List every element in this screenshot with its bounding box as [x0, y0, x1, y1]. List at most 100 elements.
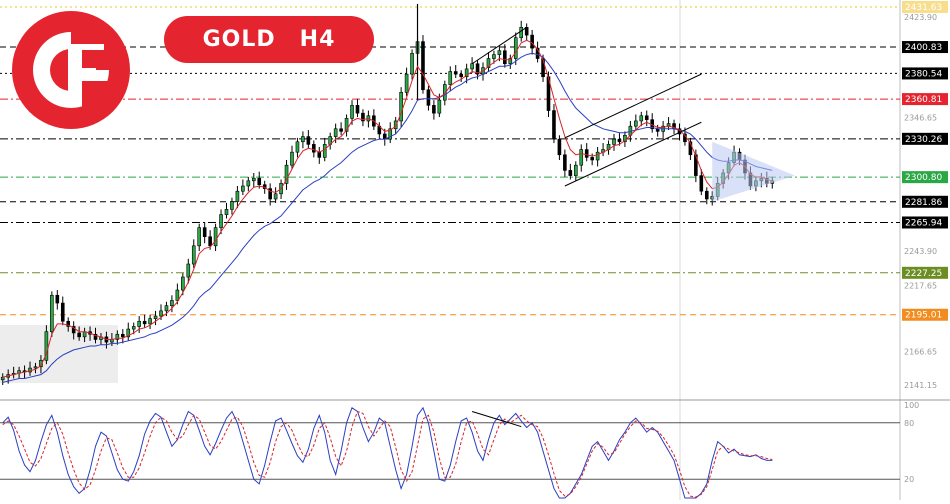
candle-body	[344, 118, 349, 132]
price-axis-tick-label: 2423.90	[904, 13, 937, 22]
candle-body	[115, 333, 120, 340]
candle-body	[617, 138, 622, 143]
price-axis-tick-label: 2141.15	[904, 381, 937, 390]
divergence-line	[471, 411, 522, 428]
candle-body	[475, 63, 480, 75]
candle-body	[306, 136, 311, 145]
candle-body	[464, 68, 469, 78]
candle-body	[170, 300, 174, 306]
candle-body	[230, 201, 234, 210]
candle-body	[486, 58, 491, 68]
candle-body	[688, 141, 693, 156]
candle-body	[60, 302, 65, 322]
slow-moving-average	[2, 52, 773, 383]
candle-body	[350, 105, 354, 119]
stochastic-k-line	[2, 406, 773, 499]
candle-body	[208, 236, 212, 247]
timeframe-label: H4	[299, 27, 336, 52]
candle-body	[459, 73, 463, 78]
candle-body	[317, 151, 322, 158]
price-axis-tick-label: 2243.90	[904, 247, 937, 256]
candle-body	[470, 63, 474, 70]
price-level-tag	[902, 41, 948, 54]
candle-body	[644, 115, 649, 120]
price-level-tag	[902, 93, 948, 106]
candle-body	[541, 58, 545, 78]
candle-body	[142, 320, 147, 325]
candle-body	[50, 294, 54, 332]
price-level-label: 2380.54	[905, 69, 942, 79]
candle-body	[284, 164, 289, 184]
candle-body	[71, 326, 76, 334]
candle-body	[295, 141, 300, 153]
candle-body	[552, 110, 556, 140]
candle-body	[530, 34, 534, 49]
candle-body	[219, 214, 223, 228]
candle-body	[579, 149, 584, 166]
price-level-label: 2300.80	[905, 173, 942, 183]
candle-body	[453, 71, 458, 75]
candle-body	[699, 175, 704, 192]
price-axis-tick-label: 2346.65	[904, 114, 937, 123]
candle-body	[421, 41, 425, 91]
candle-body	[704, 190, 709, 200]
brand-logo	[10, 10, 132, 130]
stochastic-d-line	[2, 410, 773, 498]
candle-body	[590, 157, 594, 161]
candle-body	[508, 58, 513, 65]
candle-body	[257, 177, 262, 185]
candle-body	[246, 180, 251, 187]
candle-body	[361, 112, 365, 122]
candle-body	[268, 188, 272, 200]
candle-body	[159, 310, 163, 317]
price-level-label: 2227.25	[905, 269, 942, 279]
capital-f-logo-icon	[12, 11, 130, 129]
trend-channel-line	[564, 73, 702, 139]
price-level-tag	[902, 171, 948, 184]
oscillator-level-label: 20	[904, 475, 914, 484]
symbol-timeframe-badge: GOLD H4	[164, 16, 374, 63]
candle-body	[251, 177, 256, 182]
price-level-label: 2330.26	[905, 135, 942, 145]
consolidation-zone	[0, 325, 118, 383]
candle-body	[634, 120, 638, 127]
candle-body	[513, 37, 518, 59]
price-level-tag	[902, 132, 948, 145]
candle-body	[197, 227, 202, 247]
candle-body	[568, 170, 573, 176]
candle-body	[519, 27, 524, 39]
price-level-label: 2431.63	[905, 3, 942, 13]
price-level-label: 2360.81	[905, 95, 942, 105]
candle-body	[612, 138, 616, 145]
trend-channel-line	[564, 121, 702, 187]
candle-body	[557, 138, 562, 156]
price-axis-tick-label: 2166.65	[904, 348, 937, 357]
candle-body	[131, 326, 136, 330]
candle-body	[120, 333, 125, 338]
candle-body	[432, 105, 436, 114]
candle-body	[186, 263, 191, 278]
candle-body	[312, 144, 316, 153]
candle-body	[492, 54, 496, 59]
candle-body	[399, 92, 403, 122]
price-level-tag	[902, 195, 948, 208]
candle-body	[333, 128, 338, 137]
candle-body	[213, 227, 218, 247]
candle-body	[126, 328, 131, 338]
candle-body	[44, 331, 49, 361]
candle-body	[448, 71, 453, 85]
price-level-label: 2195.01	[905, 311, 942, 321]
candle-body	[301, 136, 305, 143]
price-level-tag	[902, 0, 948, 13]
candle-body	[563, 154, 567, 171]
symbol-label: GOLD	[202, 27, 276, 52]
candle-body	[426, 89, 431, 106]
oscillator-max-label: 100	[904, 401, 919, 410]
price-level-tag	[902, 67, 948, 80]
candle-body	[175, 289, 180, 301]
candle-body	[339, 128, 343, 132]
candle-body	[191, 245, 196, 265]
